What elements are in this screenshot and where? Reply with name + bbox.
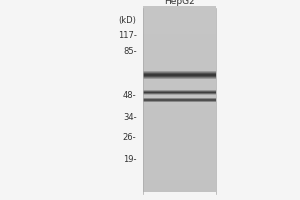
Text: 85-: 85-	[123, 46, 136, 55]
Bar	[142, 152, 216, 155]
Bar	[142, 76, 216, 77]
Bar	[142, 134, 216, 136]
Bar	[142, 120, 216, 122]
Bar	[142, 92, 216, 94]
Bar	[142, 78, 216, 80]
Bar	[142, 74, 216, 75]
Bar	[142, 76, 216, 78]
Bar	[142, 8, 216, 11]
Bar	[142, 41, 216, 43]
Bar	[142, 106, 216, 108]
Bar	[142, 80, 216, 83]
Bar	[142, 90, 216, 92]
Bar	[142, 129, 216, 132]
Bar	[142, 25, 216, 27]
Bar	[142, 32, 216, 34]
Text: 26-: 26-	[123, 133, 136, 142]
Bar	[142, 150, 216, 152]
Bar	[142, 59, 216, 62]
Bar	[142, 157, 216, 159]
Bar	[142, 159, 216, 162]
Bar	[142, 180, 216, 183]
Text: HepG2: HepG2	[164, 0, 195, 6]
Bar	[142, 162, 216, 164]
Bar	[142, 176, 216, 178]
Bar	[142, 132, 216, 134]
Bar	[142, 75, 216, 76]
Bar	[142, 166, 216, 169]
Bar	[142, 101, 216, 104]
Bar	[142, 57, 216, 59]
Bar	[142, 118, 216, 120]
Bar	[142, 148, 216, 150]
Bar	[142, 143, 216, 146]
Bar	[142, 78, 216, 79]
Bar	[142, 173, 216, 176]
Bar	[142, 94, 216, 97]
Bar	[142, 146, 216, 148]
Bar	[142, 64, 216, 66]
Bar	[142, 22, 216, 25]
Text: 48-: 48-	[123, 90, 136, 99]
Bar	[142, 108, 216, 111]
Bar	[142, 71, 216, 72]
Bar	[142, 183, 216, 185]
Bar	[142, 48, 216, 50]
Bar	[142, 125, 216, 127]
Bar	[142, 52, 216, 55]
Bar	[142, 39, 216, 41]
Bar	[142, 169, 216, 171]
Bar	[142, 178, 216, 180]
Bar	[142, 136, 216, 139]
Bar	[142, 87, 216, 90]
Bar	[142, 171, 216, 173]
Bar	[142, 122, 216, 125]
Bar	[142, 141, 216, 143]
Bar	[142, 97, 216, 99]
Bar	[142, 83, 216, 85]
Bar	[142, 164, 216, 166]
Bar	[142, 99, 216, 101]
Bar	[142, 139, 216, 141]
Bar	[142, 185, 216, 187]
Bar	[142, 15, 216, 18]
Bar	[142, 13, 216, 15]
Bar	[142, 111, 216, 113]
Bar	[142, 73, 216, 74]
Bar	[142, 50, 216, 52]
Bar	[142, 18, 216, 20]
Bar	[142, 69, 216, 71]
Bar	[142, 34, 216, 36]
Bar	[142, 77, 216, 78]
Bar	[142, 66, 216, 69]
Bar	[142, 27, 216, 29]
Text: 117-: 117-	[118, 30, 136, 40]
Bar	[142, 127, 216, 129]
Bar	[142, 11, 216, 13]
Bar	[142, 36, 216, 39]
Bar	[142, 55, 216, 57]
Bar	[142, 73, 216, 76]
Bar	[142, 29, 216, 32]
Text: (kD): (kD)	[118, 17, 136, 25]
Bar	[142, 115, 216, 118]
Bar	[142, 71, 216, 73]
Bar	[142, 20, 216, 22]
Bar	[142, 187, 216, 190]
Text: 19-: 19-	[123, 156, 136, 164]
Bar	[142, 62, 216, 64]
Text: 34-: 34-	[123, 112, 136, 121]
Bar	[142, 72, 216, 73]
Bar	[142, 85, 216, 87]
Bar	[142, 46, 216, 48]
Bar	[142, 6, 216, 8]
Bar	[142, 104, 216, 106]
Bar	[142, 113, 216, 115]
Bar	[142, 43, 216, 46]
Bar	[142, 155, 216, 157]
Bar	[142, 190, 216, 192]
